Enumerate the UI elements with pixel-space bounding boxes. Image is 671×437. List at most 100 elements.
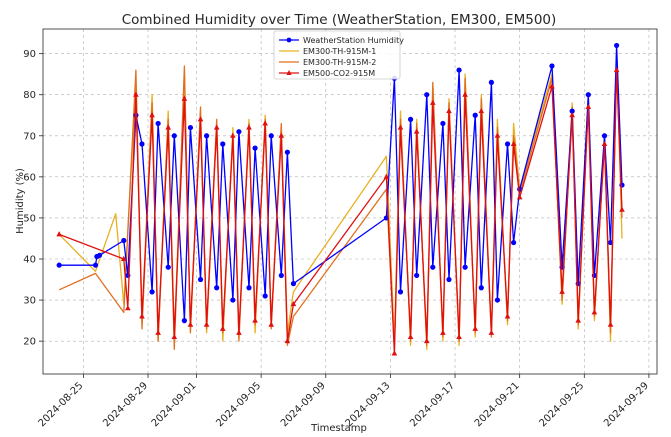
data-point — [125, 305, 131, 311]
data-point — [187, 321, 194, 327]
data-point — [601, 140, 608, 146]
data-point — [569, 112, 575, 118]
data-point — [56, 231, 62, 237]
data-point — [213, 124, 220, 130]
data-point — [197, 276, 204, 283]
data-point — [494, 132, 501, 138]
data-point — [504, 141, 511, 147]
data-point — [155, 120, 161, 127]
data-point — [171, 133, 177, 139]
data-point — [462, 264, 468, 270]
data-point — [262, 293, 268, 299]
data-point — [187, 124, 194, 131]
y-tick-label: 70 — [23, 131, 36, 142]
data-point — [619, 182, 625, 188]
y-tick-label: 30 — [23, 296, 36, 307]
data-point — [456, 333, 462, 340]
data-point — [472, 325, 479, 331]
data-point — [155, 329, 161, 335]
data-point — [290, 300, 297, 307]
data-point — [133, 91, 139, 97]
y-tick-label: 40 — [23, 255, 36, 266]
data-point — [165, 264, 171, 270]
data-point — [92, 262, 99, 268]
data-point — [139, 313, 145, 319]
data-point — [284, 337, 291, 344]
data-point — [139, 141, 145, 147]
y-tick-label: 60 — [23, 172, 36, 183]
data-point — [236, 129, 242, 135]
data-point — [284, 149, 290, 155]
data-point — [96, 252, 103, 258]
data-point — [181, 318, 187, 324]
data-point — [197, 116, 204, 122]
data-point — [510, 239, 517, 246]
data-point — [214, 285, 220, 291]
data-point — [478, 107, 485, 114]
data-point — [488, 79, 494, 85]
data-point — [171, 333, 178, 340]
data-point — [268, 321, 275, 327]
data-point — [120, 255, 127, 261]
legend-label: EM500-CO2-915M — [303, 69, 375, 78]
data-point — [121, 237, 127, 244]
data-point — [424, 92, 430, 98]
data-point — [252, 145, 258, 151]
y-tick-label: 80 — [23, 90, 36, 101]
data-point — [262, 120, 268, 126]
legend-label: EM300-TH-915M-2 — [303, 58, 376, 67]
data-point — [456, 67, 462, 73]
data-point — [575, 317, 582, 323]
chart-title: Combined Humidity over Time (WeatherStat… — [122, 12, 557, 28]
data-point — [290, 281, 297, 287]
data-point — [614, 42, 620, 49]
data-point — [591, 309, 598, 315]
data-point — [488, 329, 495, 335]
data-point — [230, 297, 236, 303]
data-point — [430, 99, 436, 105]
data-point — [601, 133, 608, 139]
data-point — [252, 317, 258, 323]
data-point — [446, 276, 452, 283]
data-point — [462, 91, 468, 97]
data-point — [149, 112, 155, 118]
data-point — [278, 132, 285, 138]
series-line — [58, 69, 623, 355]
legend: WeatherStation Humidity EM300-TH-915M-1 EM… — [273, 30, 404, 80]
data-point — [230, 132, 236, 138]
data-point — [203, 133, 210, 139]
data-point — [510, 140, 517, 146]
data-point — [397, 289, 404, 295]
y-tick-label: 20 — [23, 337, 36, 348]
legend-box — [273, 30, 401, 80]
data-point — [607, 321, 614, 327]
data-point — [559, 288, 565, 294]
x-axis-label: Timestamp — [310, 423, 367, 434]
data-point — [246, 285, 252, 291]
data-point — [440, 120, 446, 127]
data-point — [413, 128, 420, 134]
data-point — [236, 329, 242, 335]
y-tick-label: 90 — [23, 49, 36, 60]
y-axis-label: Humidity (%) — [15, 168, 26, 234]
data-point — [446, 107, 452, 114]
data-point — [569, 108, 575, 114]
legend-swatch-marker — [286, 37, 292, 43]
legend-label: WeatherStation Humidity — [303, 36, 404, 45]
data-point — [383, 173, 390, 179]
series-0 — [56, 42, 625, 324]
data-point — [472, 112, 478, 118]
data-point — [149, 289, 155, 295]
legend-swatch-marker — [286, 70, 292, 75]
data-point — [407, 116, 414, 122]
data-point — [414, 272, 420, 279]
plot-area-frame — [42, 28, 658, 375]
y-axis-ticks: 20 30 40 50 60 70 80 90 — [23, 49, 43, 348]
data-point — [56, 262, 62, 268]
data-point — [504, 313, 511, 319]
data-point — [203, 321, 210, 327]
data-point — [181, 95, 188, 101]
data-point — [613, 66, 620, 73]
data-point — [440, 329, 446, 335]
data-point — [278, 272, 284, 279]
